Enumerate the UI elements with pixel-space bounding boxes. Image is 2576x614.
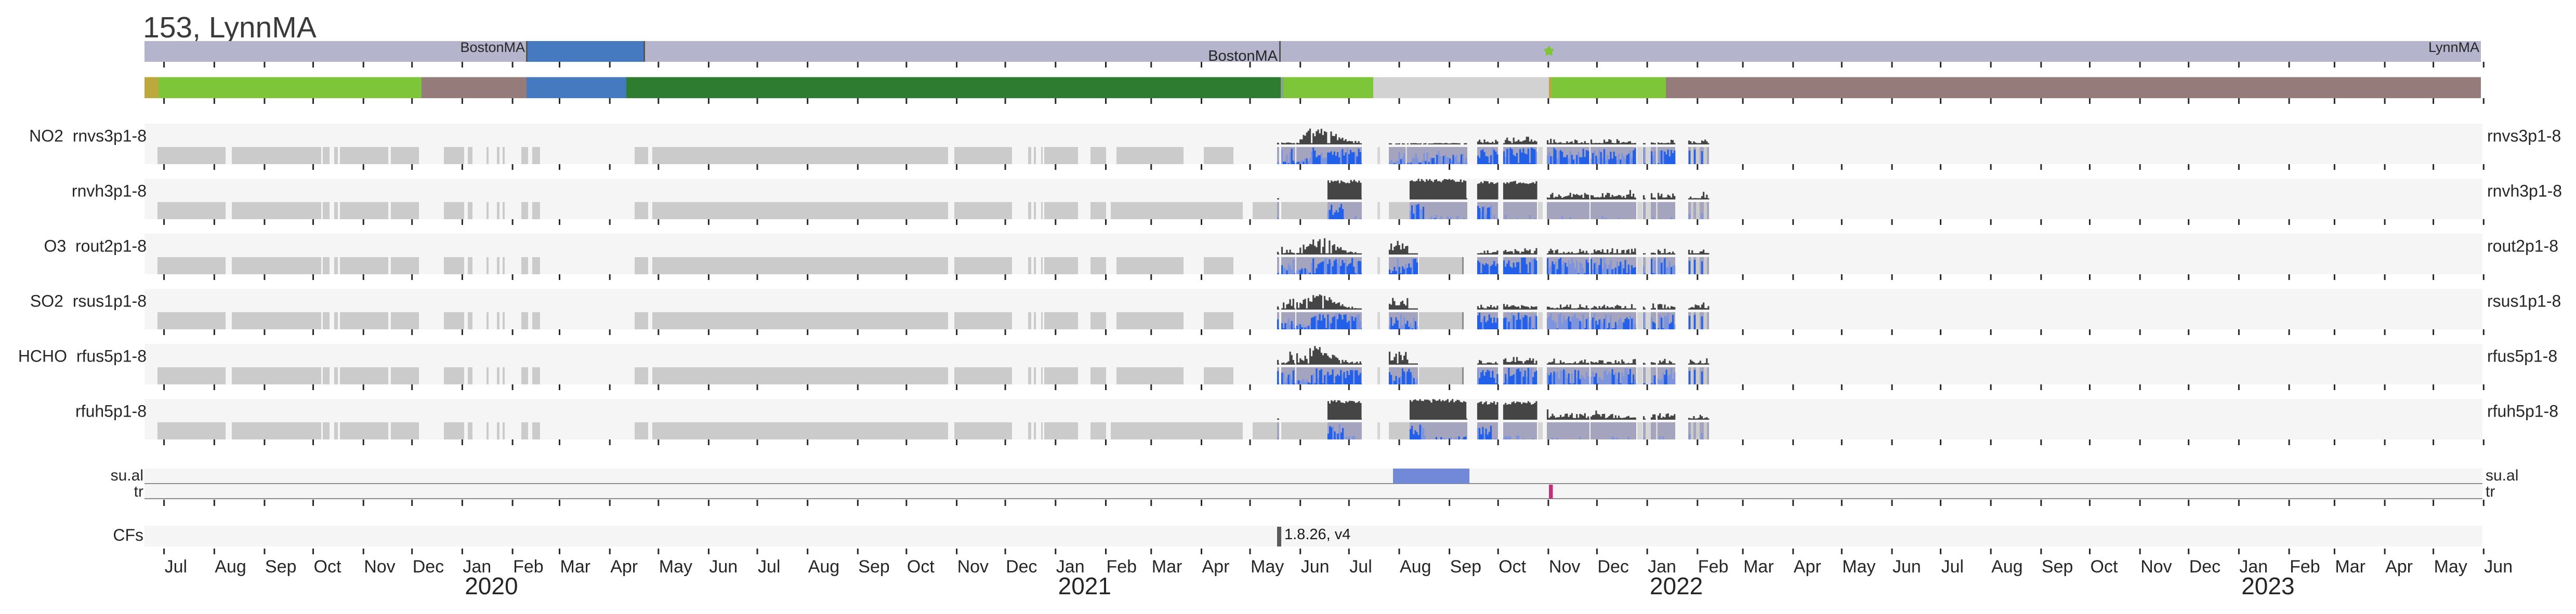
svg-text:rout2p1-8: rout2p1-8 — [2487, 237, 2558, 256]
svg-text:Aug: Aug — [215, 557, 246, 577]
svg-text:Jan: Jan — [1056, 557, 1085, 577]
svg-text:Sep: Sep — [2042, 557, 2073, 577]
svg-text:May: May — [2434, 557, 2467, 577]
svg-text:Nov: Nov — [364, 557, 395, 577]
svg-text:May: May — [659, 557, 692, 577]
svg-text:Apr: Apr — [1794, 557, 1821, 577]
svg-text:Feb: Feb — [513, 557, 544, 577]
svg-text:Apr: Apr — [610, 557, 638, 577]
svg-text:su.al: su.al — [111, 467, 143, 484]
svg-text:tr: tr — [2486, 483, 2495, 500]
svg-text:Oct: Oct — [907, 557, 935, 577]
svg-text:May: May — [1842, 557, 1875, 577]
svg-text:rfuh5p1-8: rfuh5p1-8 — [2487, 402, 2558, 421]
svg-text:Apr: Apr — [1202, 557, 1230, 577]
svg-text:Mar: Mar — [1743, 557, 1774, 577]
svg-text:NO2 rnvs3p1-8: NO2 rnvs3p1-8 — [29, 127, 147, 145]
svg-text:Aug: Aug — [1400, 557, 1431, 577]
svg-text:CFs: CFs — [113, 526, 143, 544]
svg-text:Jan: Jan — [463, 557, 491, 577]
svg-text:Nov: Nov — [2140, 557, 2172, 577]
svg-text:Oct: Oct — [2091, 557, 2118, 577]
svg-text:Apr: Apr — [2385, 557, 2413, 577]
svg-text:Jun: Jun — [2484, 557, 2513, 577]
svg-text:Jun: Jun — [1301, 557, 1330, 577]
svg-text:Aug: Aug — [1991, 557, 2023, 577]
svg-text:May: May — [1251, 557, 1284, 577]
svg-text:Sep: Sep — [1450, 557, 1482, 577]
svg-text:Sep: Sep — [265, 557, 297, 577]
svg-text:Dec: Dec — [1597, 557, 1628, 577]
svg-text:BostonMA: BostonMA — [460, 39, 525, 55]
svg-text:Aug: Aug — [808, 557, 840, 577]
svg-text:O3 rout2p1-8: O3 rout2p1-8 — [44, 237, 147, 256]
svg-text:Mar: Mar — [560, 557, 591, 577]
svg-text:LynnMA: LynnMA — [2428, 39, 2479, 55]
svg-text:rfuh5p1-8: rfuh5p1-8 — [75, 402, 147, 421]
svg-text:2022: 2022 — [1650, 572, 1703, 599]
svg-text:HCHO rfus5p1-8: HCHO rfus5p1-8 — [18, 347, 147, 366]
svg-text:Feb: Feb — [1698, 557, 1729, 577]
svg-text:2023: 2023 — [2241, 572, 2294, 599]
svg-text:BostonMA: BostonMA — [1208, 48, 1278, 64]
svg-text:Jun: Jun — [709, 557, 738, 577]
svg-text:tr: tr — [134, 483, 143, 500]
svg-text:Dec: Dec — [1006, 557, 1037, 577]
svg-text:Feb: Feb — [1107, 557, 1137, 577]
svg-text:Jul: Jul — [758, 557, 780, 577]
svg-text:Jul: Jul — [165, 557, 187, 577]
svg-text:Jan: Jan — [1648, 557, 1676, 577]
svg-text:Jan: Jan — [2239, 557, 2268, 577]
svg-text:Sep: Sep — [858, 557, 890, 577]
svg-text:Oct: Oct — [314, 557, 341, 577]
svg-text:rfus5p1-8: rfus5p1-8 — [2487, 347, 2557, 366]
svg-text:Mar: Mar — [1152, 557, 1182, 577]
svg-text:Jun: Jun — [1892, 557, 1921, 577]
svg-text:rnvh3p1-8: rnvh3p1-8 — [2487, 182, 2562, 201]
svg-text:Oct: Oct — [1499, 557, 1526, 577]
svg-text:Feb: Feb — [2290, 557, 2320, 577]
svg-text:rnvs3p1-8: rnvs3p1-8 — [2487, 127, 2561, 145]
svg-text:su.al: su.al — [2486, 467, 2518, 484]
svg-text:Dec: Dec — [413, 557, 444, 577]
svg-text:Jul: Jul — [1941, 557, 1964, 577]
svg-text:Mar: Mar — [2335, 557, 2365, 577]
svg-text:rnvh3p1-8: rnvh3p1-8 — [72, 182, 147, 201]
svg-text:SO2 rsus1p1-8: SO2 rsus1p1-8 — [30, 292, 147, 311]
svg-text:2021: 2021 — [1058, 572, 1111, 599]
svg-text:1.8.26, v4: 1.8.26, v4 — [1284, 526, 1350, 543]
svg-text:rsus1p1-8: rsus1p1-8 — [2487, 292, 2561, 311]
svg-text:Jul: Jul — [1349, 557, 1372, 577]
svg-text:2020: 2020 — [465, 572, 518, 599]
svg-text:Nov: Nov — [957, 557, 989, 577]
svg-text:Nov: Nov — [1549, 557, 1580, 577]
svg-text:153, LynnMA: 153, LynnMA — [143, 11, 317, 44]
svg-text:Dec: Dec — [2189, 557, 2220, 577]
